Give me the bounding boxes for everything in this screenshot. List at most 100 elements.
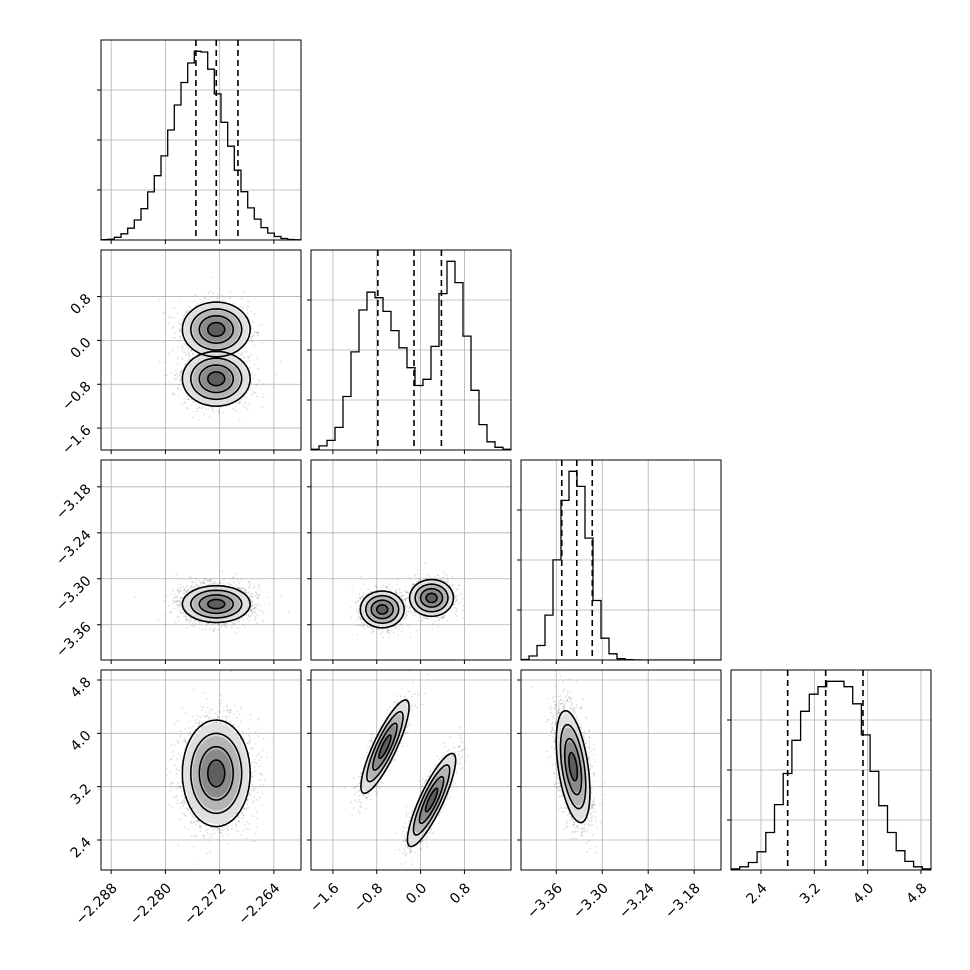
scatter-point (203, 577, 206, 580)
scatter-point (168, 611, 171, 614)
scatter-point (229, 291, 231, 294)
scatter-point (232, 303, 235, 305)
scatter-point (247, 591, 250, 593)
scatter-point (240, 353, 243, 356)
scatter-point (244, 591, 247, 593)
scatter-point (214, 622, 216, 625)
scatter-point (175, 596, 178, 599)
scatter-point (250, 605, 253, 608)
scatter-point (261, 342, 264, 344)
scatter-point (175, 377, 178, 380)
scatter-point (194, 294, 197, 296)
contour-line (189, 357, 243, 401)
scatter-point (192, 581, 195, 584)
scatter-point (238, 402, 241, 405)
scatter-point (236, 352, 239, 355)
scatter-point (223, 624, 226, 627)
scatter-point (205, 408, 207, 411)
scatter-point (238, 620, 240, 623)
scatter-point (181, 346, 183, 349)
scatter-point (257, 603, 260, 605)
scatter-point (222, 623, 225, 625)
scatter-point (232, 576, 235, 579)
scatter-point (173, 607, 176, 610)
scatter-point (210, 296, 213, 298)
scatter-point (242, 356, 245, 359)
scatter-point (247, 615, 250, 617)
scatter-point (288, 611, 290, 614)
scatter-point (178, 600, 181, 603)
scatter-point (386, 630, 388, 633)
scatter-point (170, 609, 172, 612)
scatter-point (187, 619, 189, 622)
scatter-point (221, 624, 224, 626)
scatter-point (213, 627, 216, 630)
scatter-point (176, 312, 179, 315)
scatter-point (246, 408, 249, 410)
scatter-point (172, 337, 175, 339)
scatter-point (243, 357, 246, 359)
panel-content (311, 250, 511, 450)
scatter-point (231, 621, 234, 624)
scatter-point (178, 327, 181, 330)
scatter-point (176, 356, 179, 359)
scatter-point (164, 599, 166, 602)
scatter-point (176, 616, 179, 618)
scatter-point (216, 293, 219, 296)
scatter-point (241, 308, 244, 310)
scatter-point (193, 626, 196, 628)
scatter-point (255, 384, 258, 387)
scatter-point (247, 305, 250, 308)
scatter-point (202, 628, 204, 631)
scatter-point (250, 609, 253, 612)
scatter-point (184, 400, 186, 403)
density-fill (208, 372, 224, 385)
scatter-point (214, 582, 217, 584)
scatter-point (207, 292, 210, 295)
scatter-point (253, 608, 255, 610)
scatter-point (179, 379, 182, 381)
scatter-point (258, 380, 261, 383)
scatter-point (179, 329, 182, 331)
scatter-point (207, 584, 210, 586)
scatter-point (179, 606, 182, 608)
scatter-point (254, 617, 257, 620)
scatter-point (190, 349, 193, 352)
scatter-point (183, 592, 186, 595)
scatter-point (187, 353, 189, 356)
scatter-point (229, 297, 232, 300)
scatter-point (232, 408, 235, 411)
scatter-point (179, 335, 182, 338)
scatter-point (186, 359, 189, 362)
scatter-point (188, 352, 191, 354)
scatter-point (251, 599, 254, 602)
scatter-point (178, 604, 181, 607)
scatter-point (182, 592, 185, 595)
scatter-point (193, 586, 195, 588)
scatter-point (259, 589, 262, 591)
scatter-point (175, 573, 178, 576)
scatter-point (192, 622, 195, 625)
scatter-point (262, 612, 265, 615)
scatter-point (245, 350, 248, 353)
scatter-point (217, 409, 220, 412)
scatter-point (212, 409, 215, 411)
contour-line (181, 301, 252, 358)
scatter-point (230, 626, 233, 628)
scatter-point (275, 373, 278, 375)
scatter-point (188, 355, 190, 357)
scatter-point (172, 393, 175, 395)
scatter-point (172, 325, 175, 328)
scatter-point (242, 619, 245, 622)
scatter-point (246, 617, 249, 620)
scatter-point (209, 580, 212, 583)
scatter-point (210, 407, 213, 410)
scatter-point (178, 601, 181, 603)
scatter-point (216, 296, 219, 299)
scatter-point (241, 297, 243, 300)
scatter-point (242, 587, 245, 589)
scatter-point (262, 382, 265, 385)
scatter-point (252, 391, 255, 394)
scatter-point (185, 618, 187, 621)
scatter-point (176, 357, 179, 360)
